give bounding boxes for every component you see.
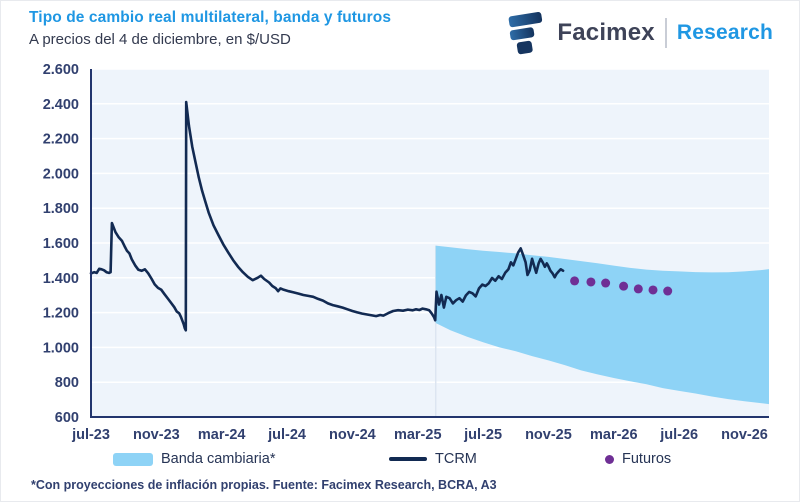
svg-text:jul-23: jul-23 [71,427,110,443]
svg-text:nov-23: nov-23 [133,427,180,443]
y-axis-labels: 600 800 1.000 1.200 1.400 1.600 1.800 2.000 2.20… [43,62,79,426]
legend-label-tcrm: TCRM [435,451,477,467]
futuro-dot [601,278,611,288]
svg-text:1.200: 1.200 [43,306,79,322]
svg-text:600: 600 [55,410,79,426]
svg-text:nov-25: nov-25 [525,427,572,443]
futuro-dot [648,285,658,295]
futuro-dot [633,284,643,294]
svg-text:mar-24: mar-24 [198,427,246,443]
futuros-dot-swatch-icon [605,454,614,464]
facimex-logo-icon [507,11,547,55]
banda-swatch-icon [113,452,153,466]
logo-divider [664,18,667,48]
futuro-dot [570,276,580,286]
facimex-logo: Facimex Research [507,11,773,55]
axes [90,69,769,418]
svg-text:2.200: 2.200 [43,132,79,148]
chart-legend: Banda cambiaria* TCRM Futuros [1,451,799,473]
svg-text:1.600: 1.600 [43,236,79,252]
legend-label-futuros: Futuros [622,451,672,467]
svg-text:jul-26: jul-26 [659,427,698,443]
svg-text:nov-26: nov-26 [721,427,768,443]
futuro-dot [586,277,596,287]
futuro-dot [619,281,629,291]
chart-title: Tipo de cambio real multilateral, banda … [29,9,392,26]
banda-cambiaria-area [435,245,769,405]
svg-text:mar-25: mar-25 [394,427,442,443]
tcrm-line [89,100,565,332]
legend-item-tcrm: TCRM [389,451,477,467]
tcrm-line-swatch-icon [389,457,427,461]
svg-text:jul-25: jul-25 [463,427,502,443]
chart-subtitle: A precios del 4 de diciembre, en $/USD [29,31,291,48]
svg-text:2.000: 2.000 [43,166,79,182]
futuros-dots [570,276,673,296]
futuro-dot [663,286,673,296]
legend-label-banda: Banda cambiaria* [161,451,276,467]
svg-text:1.800: 1.800 [43,201,79,217]
legend-item-banda: Banda cambiaria* [113,451,275,467]
svg-text:2.600: 2.600 [43,62,79,78]
legend-item-futuros: Futuros [605,451,671,467]
svg-text:mar-26: mar-26 [590,427,638,443]
x-axis-labels: jul-23 nov-23 mar-24 jul-24 nov-24 mar-25 jul-… [71,427,768,443]
exchange-rate-chart: 600 800 1.000 1.200 1.400 1.600 1.800 2.000 2.20… [43,62,769,443]
svg-text:1.000: 1.000 [43,340,79,356]
source-footnote: *Con proyecciones de inflación propias. … [31,478,497,492]
svg-text:nov-24: nov-24 [329,427,376,443]
logo-brand-text: Facimex [557,19,655,46]
svg-text:1.400: 1.400 [43,271,79,287]
svg-text:jul-24: jul-24 [267,427,306,443]
svg-text:2.400: 2.400 [43,97,79,113]
svg-text:800: 800 [55,375,79,391]
logo-division-text: Research [676,21,773,44]
